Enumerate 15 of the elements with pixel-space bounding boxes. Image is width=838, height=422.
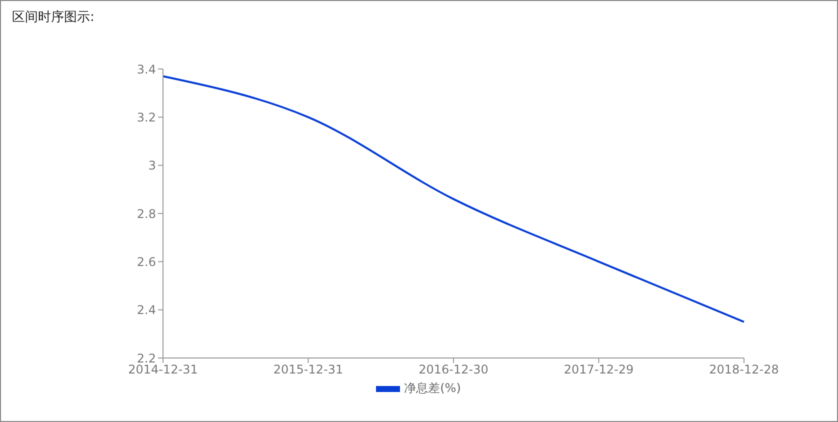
y-tick-label: 2.6	[136, 254, 156, 269]
x-tick-label: 2015-12-31	[273, 362, 344, 377]
y-tick-label: 2.2	[136, 351, 156, 366]
x-tick-label: 2016-12-30	[418, 362, 488, 377]
text: 区间时序图示:	[12, 9, 94, 26]
y-tick-label: 3.2	[136, 110, 156, 124]
x-tick-label: 2017-12-29	[564, 362, 634, 377]
y-tick-label: 3	[148, 158, 156, 173]
x-tick-label: 2018-12-28	[709, 362, 779, 377]
y-tick-label: 3.4	[136, 62, 156, 76]
line-series	[162, 75, 745, 323]
x-tick-label: 2014-12-31	[128, 362, 198, 377]
y-tick-label: 2.8	[136, 206, 156, 221]
legend-label: 净息差(%)	[404, 380, 461, 397]
y-tick-label: 2.4	[136, 303, 156, 318]
